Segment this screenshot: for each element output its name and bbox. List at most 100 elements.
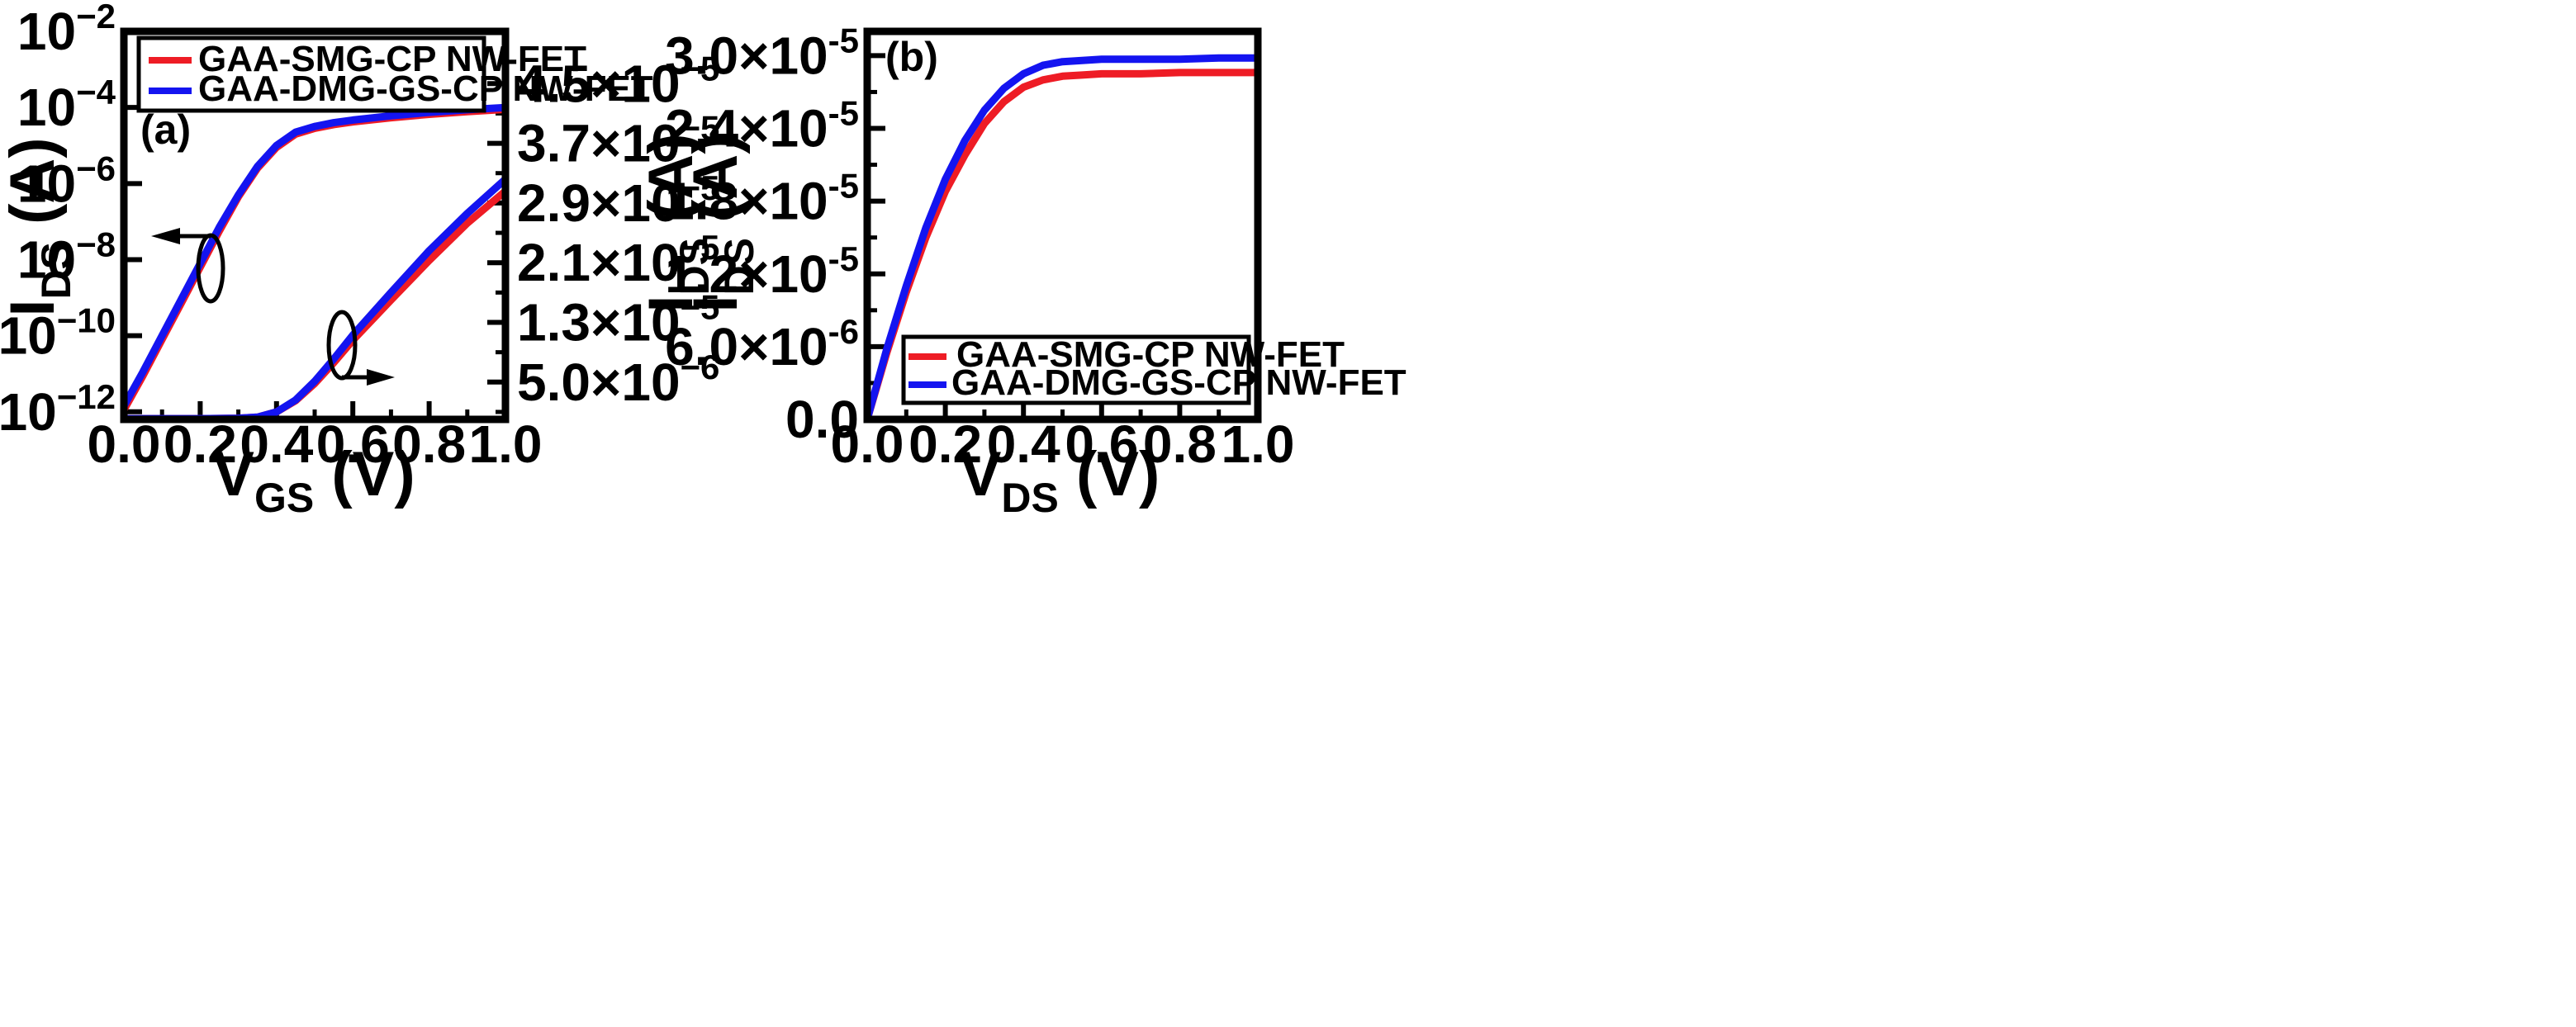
y-right-tick-label-a-exp: −5 xyxy=(681,228,720,267)
panel-a: 0.0 0.2 0.4 0.6 0.8 1.010−210−410−610−810−101… xyxy=(0,0,719,521)
y-tick-label-b-exp: -5 xyxy=(828,167,859,206)
x-tick-label-a: 0.0 xyxy=(88,414,161,474)
y-right-tick-label-a-base: 3.7×10 xyxy=(517,114,681,173)
x-axis-title-b-sub: DS xyxy=(1001,475,1058,521)
y-left-tick-label-a-exp: −12 xyxy=(57,377,116,416)
y-right-tick-label-a-exp: −5 xyxy=(681,288,720,327)
series-line-b-dmg xyxy=(867,54,1258,419)
plot-frame-a xyxy=(120,27,510,424)
x-tick-label-a: 0.6 xyxy=(316,414,390,474)
panel-label-b: (b) xyxy=(885,34,938,80)
x-tick-label-b: 0.8 xyxy=(1143,414,1217,474)
series-line-a-log-dmg xyxy=(124,103,505,410)
y-tick-label-b: 6.0×10-6 xyxy=(665,312,859,376)
y-right-tick-label-a-base: 5.0×10 xyxy=(517,353,681,412)
y-left-tick-label-a-base: 10 xyxy=(17,154,76,213)
y-left-tick-label-a: 10−6 xyxy=(17,149,116,213)
y-right-tick-label-a: 2.9×10−5 xyxy=(517,168,719,233)
legend-b-label-dmg: GAA-DMG-GS-CP NW-FET xyxy=(951,362,1407,403)
y-tick-label-b: 3.0×10-5 xyxy=(665,21,859,85)
y-right-axis-title-a-main: I xyxy=(636,295,706,312)
x-tick-label-a: 1.0 xyxy=(469,414,543,474)
panel-b: 0.0 0.2 0.4 0.6 0.8 1.03.0×10-52.4×10-51.8×10… xyxy=(665,21,1407,521)
plot-frame-b xyxy=(863,27,1262,424)
y-left-tick-label-a-base: 10 xyxy=(17,2,76,61)
y-right-tick-label-a: 3.7×10−5 xyxy=(517,109,719,173)
x-tick-label-a: 0.2 xyxy=(164,414,237,474)
y-tick-label-b-exp: -5 xyxy=(828,94,859,133)
y-tick-label-b-base: 0.0 xyxy=(785,390,859,449)
legend-a-label-smg: GAA-SMG-CP NW-FET xyxy=(198,39,586,79)
x-axis-title-a: VGS (V) xyxy=(212,439,415,521)
y-left-tick-label-a-exp: −4 xyxy=(76,73,116,111)
legend-b-label-smg: GAA-SMG-CP NW-FET xyxy=(956,334,1345,375)
panel-label-a: (a) xyxy=(140,106,191,153)
y-right-tick-label-a-base: 2.9×10 xyxy=(517,173,681,233)
y-right-tick-label-a-exp: −5 xyxy=(681,109,720,148)
y-left-tick-label-a-exp: −2 xyxy=(76,0,116,35)
legend-a-label-dmg: GAA-DMG-GS-CP NW-FET xyxy=(198,69,653,109)
y-left-tick-label-a: 10−12 xyxy=(0,377,116,442)
x-axis-title-a-sub: GS xyxy=(254,475,314,521)
x-axis-title-a-main: V xyxy=(212,439,254,509)
y-left-tick-label-a-exp: −6 xyxy=(76,149,116,187)
y-left-tick-label-a-base: 10 xyxy=(17,78,76,137)
y-left-tick-label-a-exp: −8 xyxy=(76,225,116,263)
x-axis-title-b-unit: (V) xyxy=(1059,439,1160,509)
y-tick-label-b-exp: -6 xyxy=(828,312,859,351)
x-tick-label-b: 0.0 xyxy=(831,414,904,474)
y-tick-label-b: 2.4×10-5 xyxy=(665,94,859,159)
x-tick-label-b: 1.0 xyxy=(1222,414,1295,474)
y-left-axis-title-a-unit: (A) xyxy=(0,137,68,242)
x-tick-label-a: 0.4 xyxy=(240,414,313,474)
y-tick-label-b-exp: -5 xyxy=(828,21,859,59)
y-right-axis-title-a: IDS (A) xyxy=(636,133,718,312)
legend-a-box xyxy=(136,35,486,113)
y-tick-label-b-exp: -5 xyxy=(828,239,859,278)
legend-b-box xyxy=(901,334,1251,405)
annotation-arrow-left-head xyxy=(151,228,180,244)
x-tick-label-a: 0.8 xyxy=(392,414,466,474)
annotation-arrow-right-head xyxy=(367,369,395,386)
y-tick-label-b-base: 6.0×10 xyxy=(665,317,828,376)
y-right-tick-label-a: 1.3×10−5 xyxy=(517,288,719,353)
y-tick-label-b: 1.8×10-5 xyxy=(665,167,859,231)
y-right-tick-label-a-base: 1.3×10 xyxy=(517,293,681,353)
y-right-axis-title-a-sub: DS xyxy=(671,238,718,295)
y-right-tick-label-a: 4.5×10−5 xyxy=(517,49,719,113)
y-left-axis-title-a-sub: DS xyxy=(33,242,79,299)
x-axis-title-b: VDS (V) xyxy=(960,439,1160,521)
y-left-tick-label-a: 10−4 xyxy=(17,73,116,137)
y-tick-label-b-base: 3.0×10 xyxy=(665,26,828,85)
y-left-tick-label-a-base: 10 xyxy=(17,230,76,289)
y-left-axis-title-a-main: I xyxy=(0,299,68,316)
x-axis-title-a-unit: (V) xyxy=(314,439,415,509)
y-axis-title-b-main: I xyxy=(681,295,751,312)
y-tick-label-b: 1.2×10-5 xyxy=(665,239,859,304)
y-axis-title-b-unit: (A) xyxy=(681,133,751,238)
x-tick-label-b: 0.2 xyxy=(908,414,982,474)
y-right-tick-label-a-exp: −5 xyxy=(681,168,720,207)
y-axis-title-b: IDS (A) xyxy=(681,133,762,312)
y-right-tick-label-a-base: 4.5×10 xyxy=(517,54,681,113)
y-right-tick-label-a: 2.1×10−5 xyxy=(517,228,719,292)
y-left-tick-label-a: 10−8 xyxy=(17,225,116,289)
y-tick-label-b-base: 2.4×10 xyxy=(665,99,828,159)
x-axis-title-b-main: V xyxy=(960,439,1002,509)
y-left-tick-label-a-exp: −10 xyxy=(57,301,116,340)
x-tick-label-b: 0.6 xyxy=(1065,414,1138,474)
y-right-tick-label-a-exp: −6 xyxy=(681,348,720,386)
y-right-tick-label-a-exp: −5 xyxy=(681,49,720,88)
y-tick-label-b-base: 1.2×10 xyxy=(665,244,828,304)
x-tick-label-b: 0.4 xyxy=(987,414,1060,474)
y-left-tick-label-a: 10−2 xyxy=(17,0,116,61)
y-left-tick-label-a-base: 10 xyxy=(0,382,57,442)
y-left-tick-label-a: 10−10 xyxy=(0,301,116,366)
y-tick-label-b: 0.0 xyxy=(785,390,859,449)
y-axis-title-b-sub: DS xyxy=(716,238,762,295)
y-right-tick-label-a: 5.0×10−6 xyxy=(517,348,719,412)
